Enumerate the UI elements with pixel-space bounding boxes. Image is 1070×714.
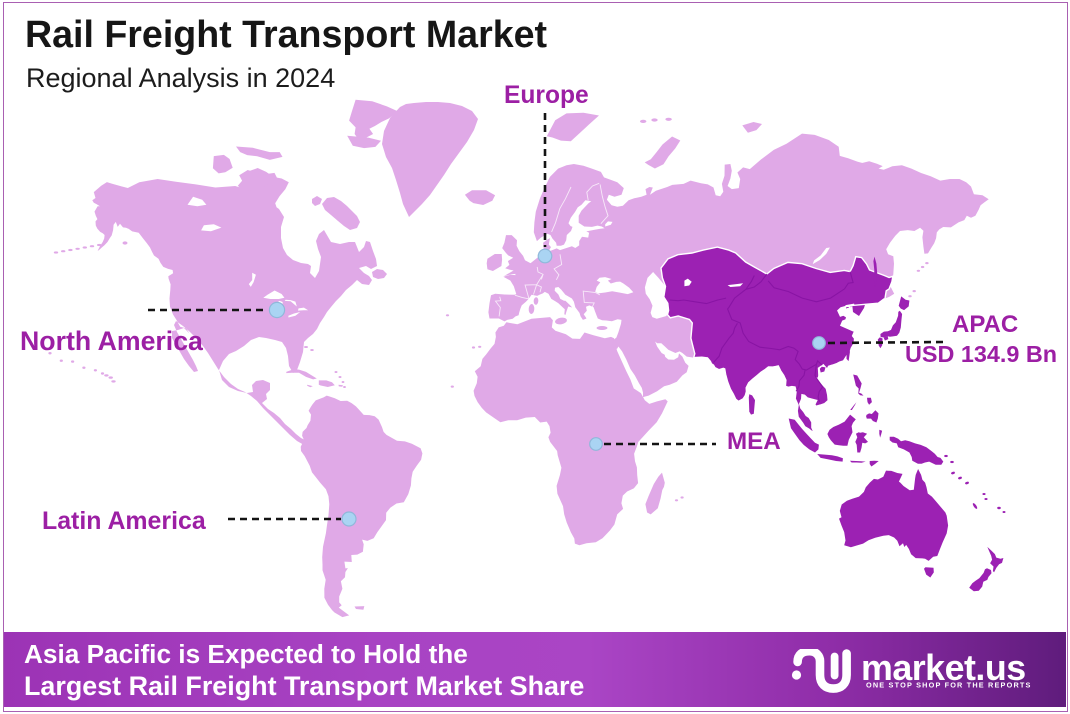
svg-text:market.us: market.us (861, 649, 1026, 688)
svg-text:ONE STOP SHOP FOR THE REPORTS: ONE STOP SHOP FOR THE REPORTS (866, 681, 1032, 690)
